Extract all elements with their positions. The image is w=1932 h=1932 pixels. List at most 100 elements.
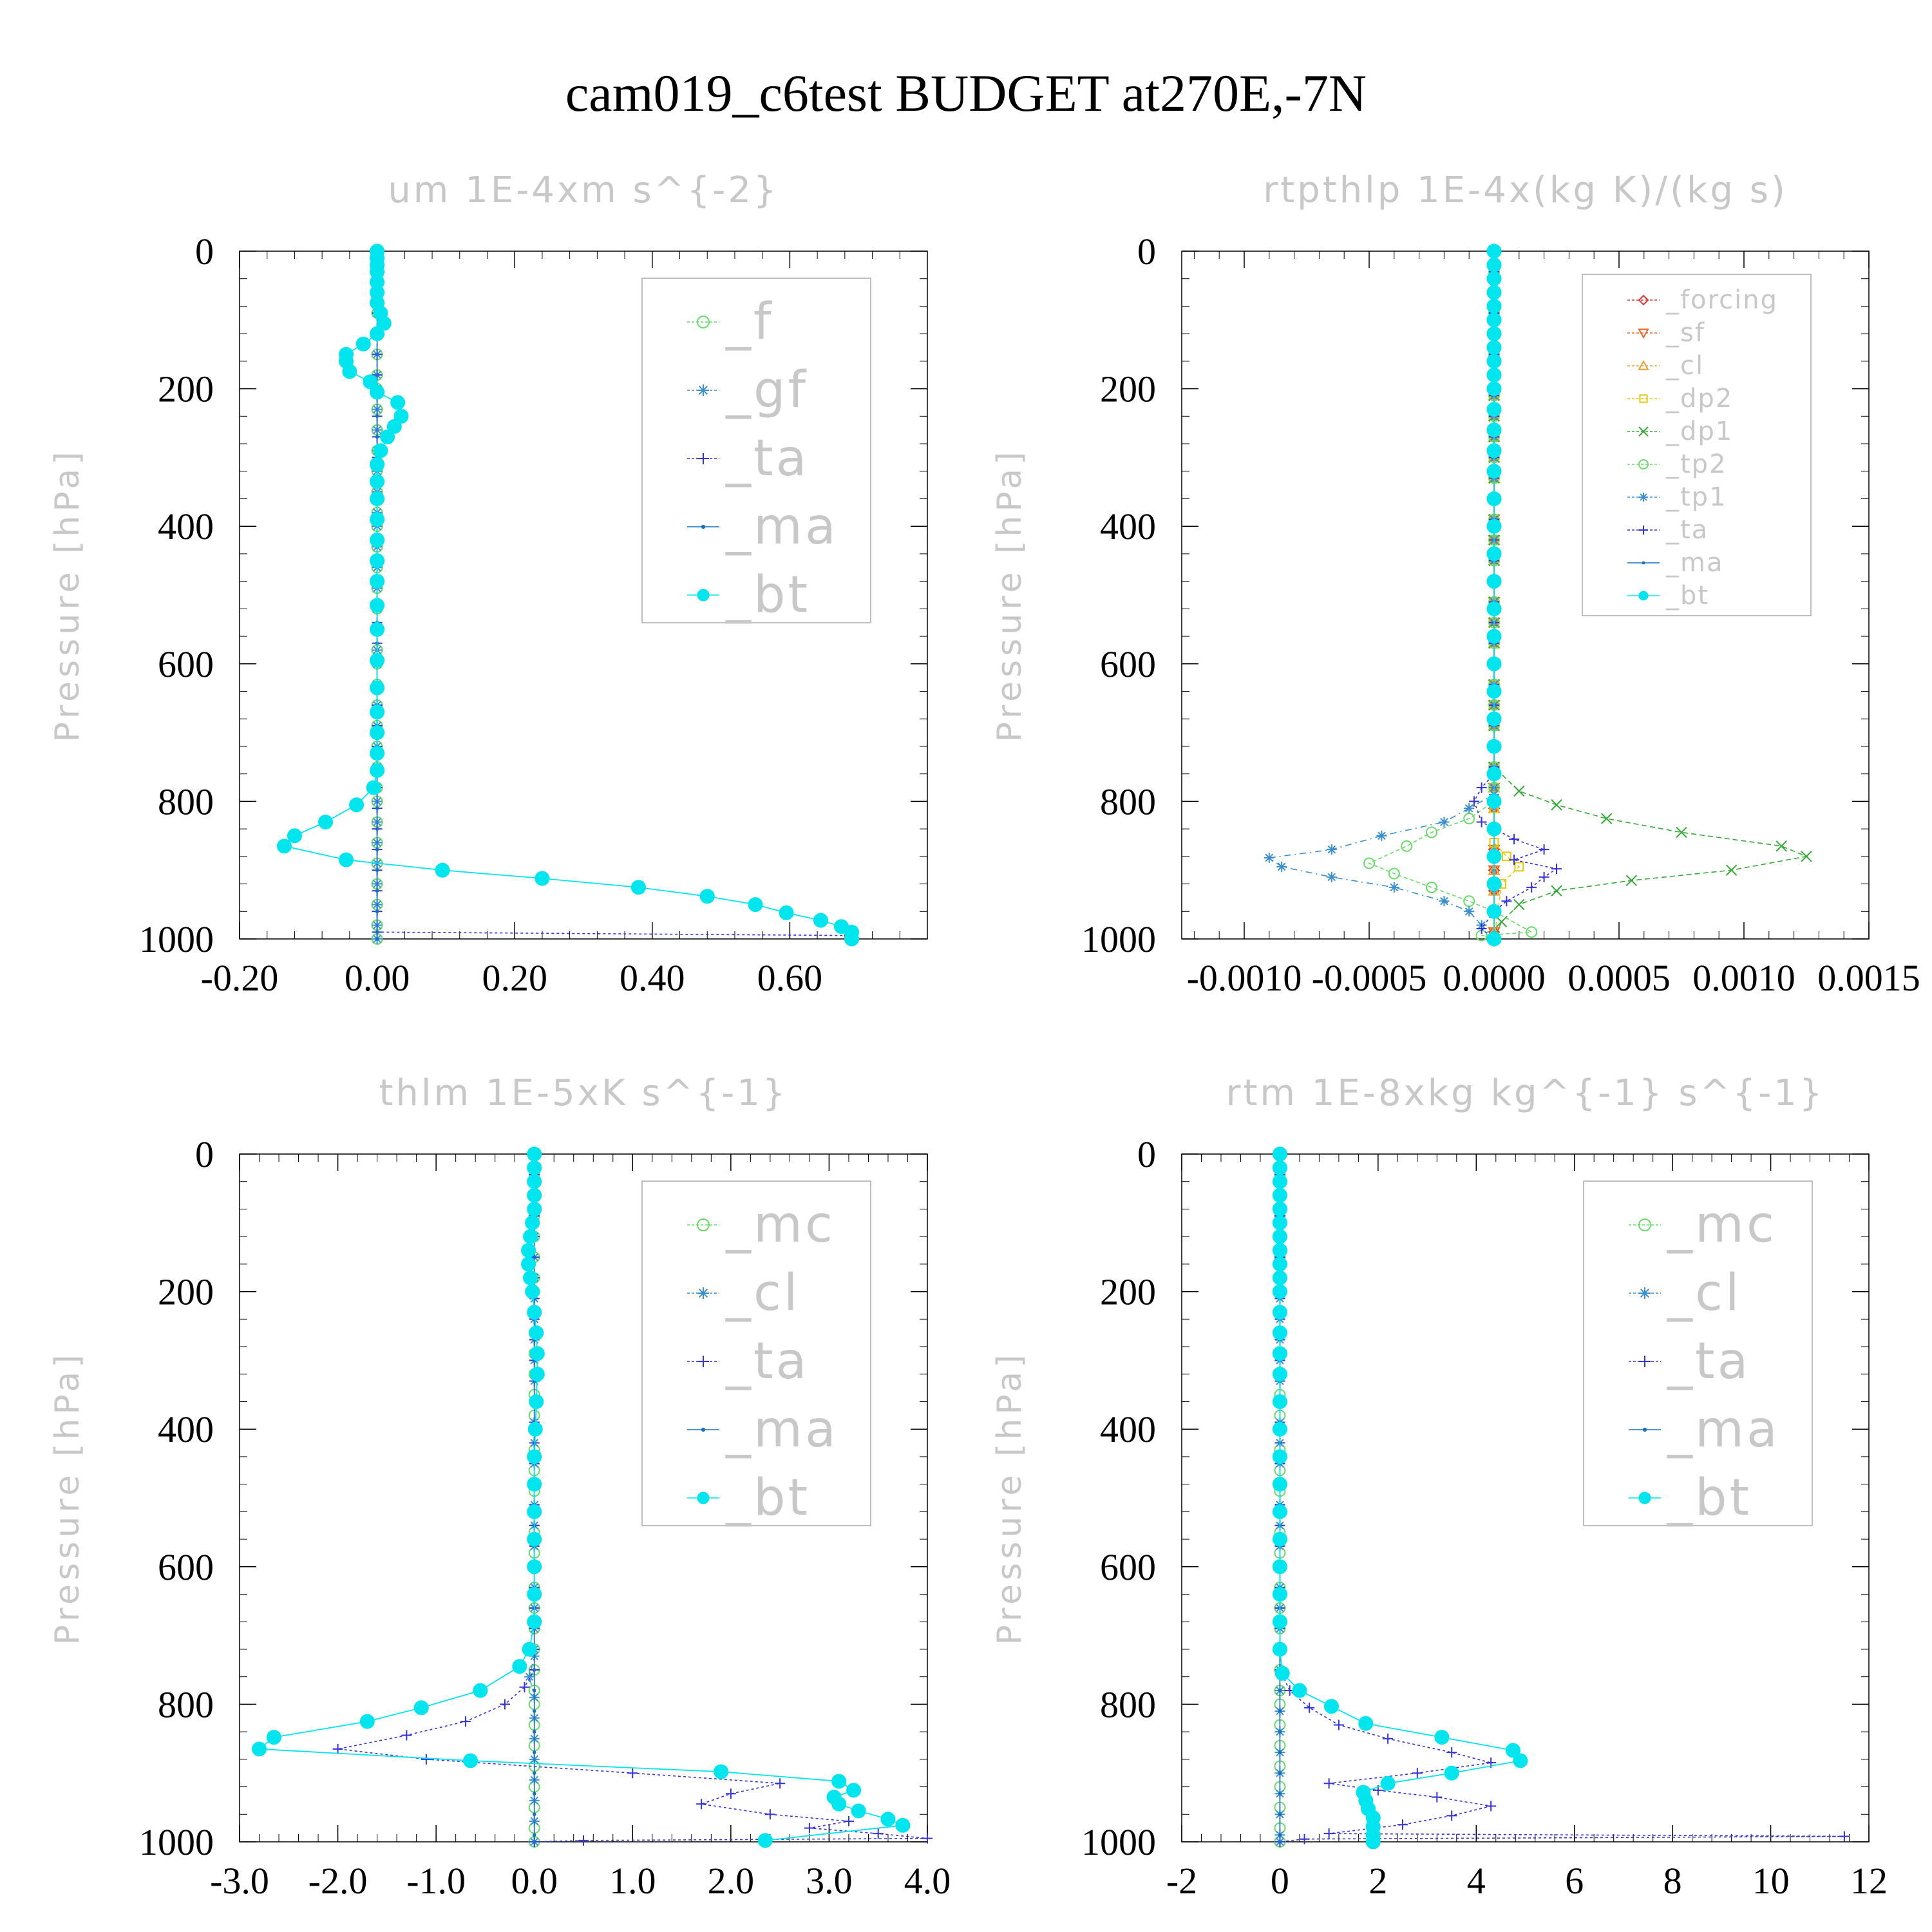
data-point [375, 435, 379, 439]
legend-item-cl: _cl [687, 1264, 800, 1322]
legend-marker [1638, 1492, 1651, 1504]
data-point [1509, 834, 1520, 845]
data-point [252, 1741, 267, 1757]
data-point [1326, 844, 1337, 855]
data-point [1264, 852, 1274, 863]
data-point [1486, 243, 1502, 259]
data-point [1272, 1346, 1287, 1361]
legend-item-bt: _bt [1629, 1469, 1749, 1527]
data-point [499, 1699, 510, 1710]
data-point [1526, 926, 1538, 938]
data-point [523, 1270, 538, 1285]
data-point [359, 1714, 375, 1729]
data-point [1272, 1531, 1287, 1547]
data-point [1278, 1730, 1282, 1734]
data-point [463, 1753, 478, 1768]
data-point [370, 512, 385, 527]
data-point [527, 1614, 542, 1629]
data-point [527, 1421, 543, 1437]
data-point [524, 1671, 535, 1682]
data-point [1272, 1305, 1287, 1320]
data-point [1551, 864, 1562, 875]
data-point [370, 680, 385, 696]
data-point [714, 1764, 729, 1779]
legend-marker [697, 384, 709, 396]
panel-title: um 1E-4xm s^{-2} [388, 169, 779, 211]
legend-marker [1638, 328, 1649, 339]
legend: _mc _cl _ta _ma _bt [641, 1180, 871, 1527]
series-line [1473, 251, 1558, 940]
legend-marker [1638, 459, 1649, 469]
legend-label: _cl [725, 1264, 800, 1322]
data-point [375, 909, 379, 914]
y-tick-label: 600 [1100, 1546, 1156, 1588]
data-point [1272, 1256, 1287, 1272]
data-point [779, 905, 794, 920]
data-point [375, 848, 379, 851]
data-point [435, 862, 450, 878]
data-point [1388, 882, 1399, 893]
y-tick-label: 400 [1100, 1408, 1156, 1450]
data-point [696, 1799, 707, 1810]
data-point [1513, 1753, 1528, 1768]
data-point [1426, 881, 1437, 893]
data-point [1486, 298, 1502, 314]
y-tick-label: 800 [1100, 781, 1156, 822]
data-point [532, 1771, 536, 1775]
data-point [1272, 1229, 1287, 1244]
y-tick-label: 400 [158, 506, 214, 547]
data-point [1272, 1477, 1287, 1492]
legend-label: _forcing [1665, 285, 1778, 315]
data-point [519, 1681, 530, 1692]
data-point [370, 762, 385, 778]
chart-panel-2: rtpthlp 1E-4x(kg K)/(kg s) Pressure [hPa]… [990, 169, 1920, 999]
data-point [1463, 895, 1475, 907]
data-point [375, 930, 379, 934]
x-tick-label: 3.0 [806, 1860, 853, 1902]
data-point [1625, 875, 1638, 886]
data-point [1276, 861, 1287, 872]
data-point [473, 1683, 488, 1698]
data-point [532, 1812, 536, 1817]
legend-label: _tp2 [1665, 450, 1727, 479]
data-point [532, 1689, 536, 1692]
data-point [813, 913, 828, 928]
data-point [1278, 1750, 1282, 1754]
data-point [1326, 871, 1337, 882]
x-tick-label: 1.0 [609, 1860, 656, 1902]
data-point [1272, 1284, 1287, 1300]
data-point [1502, 851, 1511, 862]
data-point [413, 1700, 429, 1716]
data-point [525, 1215, 540, 1231]
data-point [1397, 1819, 1408, 1830]
data-point [1486, 354, 1502, 369]
data-point [1486, 574, 1502, 589]
data-point [512, 1659, 527, 1674]
data-point [349, 797, 365, 813]
legend-item-ma: _ma [687, 498, 836, 556]
legend-label: _bt [725, 1469, 810, 1527]
legend-marker [1639, 394, 1648, 403]
series-bt [1272, 1146, 1528, 1850]
legend-marker [1642, 1427, 1647, 1432]
data-point [1365, 1834, 1381, 1850]
legend-label: _ta [725, 1332, 809, 1390]
data-point [1464, 803, 1475, 814]
x-tick-label: 0.20 [482, 957, 547, 999]
data-point [1476, 923, 1487, 934]
data-point [1272, 1270, 1287, 1285]
data-point [1476, 817, 1487, 828]
data-point [532, 1730, 536, 1734]
y-tick-label: 200 [1100, 368, 1156, 410]
data-point [375, 937, 379, 941]
data-point [532, 1668, 536, 1672]
data-point [1274, 1665, 1290, 1681]
data-point [1486, 904, 1502, 919]
data-point [370, 553, 385, 569]
x-tick-label: 2 [1368, 1860, 1387, 1902]
data-point [804, 1823, 815, 1833]
legend-label: _cl [1665, 351, 1704, 381]
data-point [1272, 1504, 1287, 1519]
data-point [532, 1709, 536, 1713]
legend-marker [697, 453, 709, 464]
